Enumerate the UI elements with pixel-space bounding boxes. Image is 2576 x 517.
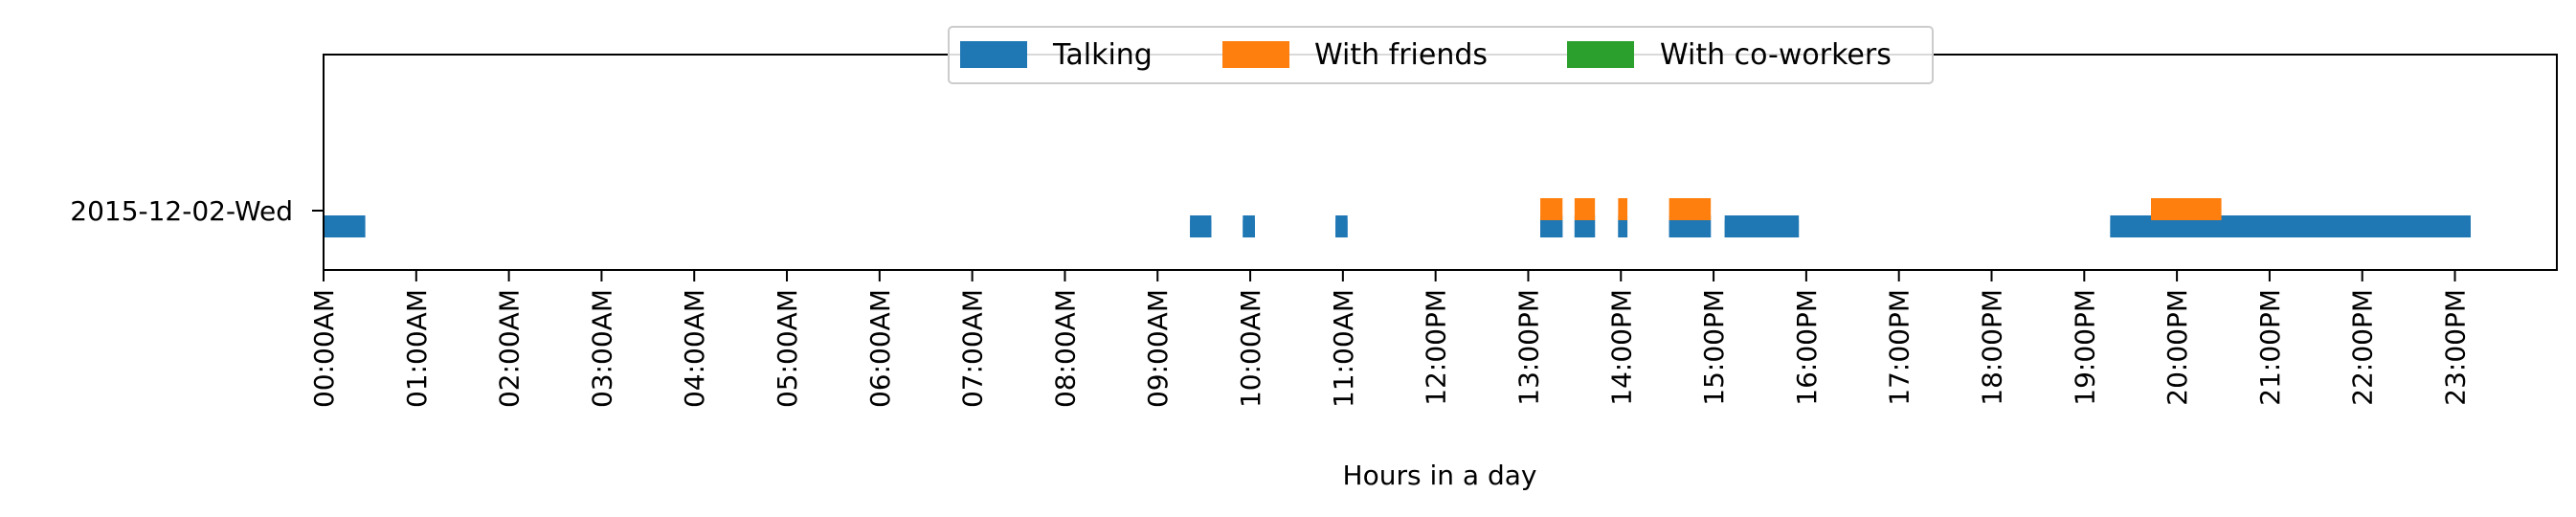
legend-swatch: [1222, 41, 1289, 68]
x-tick-label: 00:00AM: [308, 289, 340, 408]
x-tick-label: 20:00PM: [2162, 289, 2193, 406]
x-tick-label: 13:00PM: [1512, 289, 1544, 406]
x-tick-label: 22:00PM: [2347, 289, 2379, 406]
bar-with-friends: [1540, 198, 1563, 220]
x-tick-label: 21:00PM: [2254, 289, 2286, 406]
bar-talking-front: [1335, 220, 1348, 237]
x-tick-label: 14:00PM: [1605, 289, 1637, 406]
legend-label: Talking: [1052, 38, 1153, 72]
x-axis-label: Hours in a day: [1343, 460, 1537, 491]
legend-swatch: [1567, 41, 1634, 68]
x-tick-label: 10:00AM: [1235, 289, 1266, 408]
x-tick-label: 08:00AM: [1049, 289, 1081, 408]
x-tick-label: 18:00PM: [1976, 289, 2007, 406]
x-tick-label: 02:00AM: [494, 289, 526, 408]
x-tick-label: 09:00AM: [1142, 289, 1174, 408]
bar-talking-front: [1618, 220, 1628, 237]
x-tick-label: 04:00AM: [679, 289, 710, 408]
legend-swatch: [960, 41, 1027, 68]
x-tick-label: 12:00PM: [1421, 289, 1452, 406]
x-tick-label: 11:00AM: [1328, 289, 1359, 408]
x-axis: 00:00AM 01:00AM 02:00AM 03:00AM 04:00AM 05:00…: [308, 270, 2472, 408]
bar-talking-front: [1724, 220, 1800, 237]
bar-with-friends: [1574, 198, 1596, 220]
x-tick-label: 17:00PM: [1884, 289, 1915, 406]
y-tick-label: 2015-12-02-Wed: [70, 195, 293, 227]
x-tick-label: 15:00PM: [1698, 289, 1730, 406]
bar-talking-front: [324, 220, 366, 237]
bar-talking-front: [1574, 220, 1596, 237]
bar-with-friends: [1618, 198, 1628, 220]
bar-with-friends: [1669, 198, 1712, 220]
y-axis: 2015-12-02-Wed: [70, 195, 324, 227]
bar-talking-front: [1540, 220, 1563, 237]
x-tick-label: 19:00PM: [2069, 289, 2100, 406]
x-tick-label: 03:00AM: [586, 289, 617, 408]
x-tick-label: 01:00AM: [401, 289, 433, 408]
legend-box: [948, 26, 1934, 84]
plot-frame: [323, 54, 2558, 271]
bar-talking-front: [1243, 220, 1255, 237]
x-tick-label: 07:00AM: [957, 289, 989, 408]
x-tick-label: 23:00PM: [2440, 289, 2472, 406]
x-tick-label: 05:00AM: [772, 289, 803, 408]
bar-talking-front: [1190, 220, 1212, 237]
legend: Talking With friends With co-workers: [948, 26, 1934, 84]
x-tick-label: 06:00AM: [864, 289, 896, 408]
bar-talking-front: [1669, 220, 1712, 237]
legend-label: With co-workers: [1660, 38, 1892, 72]
legend-label: With friends: [1314, 38, 1488, 72]
x-tick-label: 16:00PM: [1791, 289, 1823, 406]
bars-layer: [324, 198, 2471, 237]
bar-talking-front: [2110, 220, 2471, 237]
bar-with-friends: [2150, 198, 2222, 220]
